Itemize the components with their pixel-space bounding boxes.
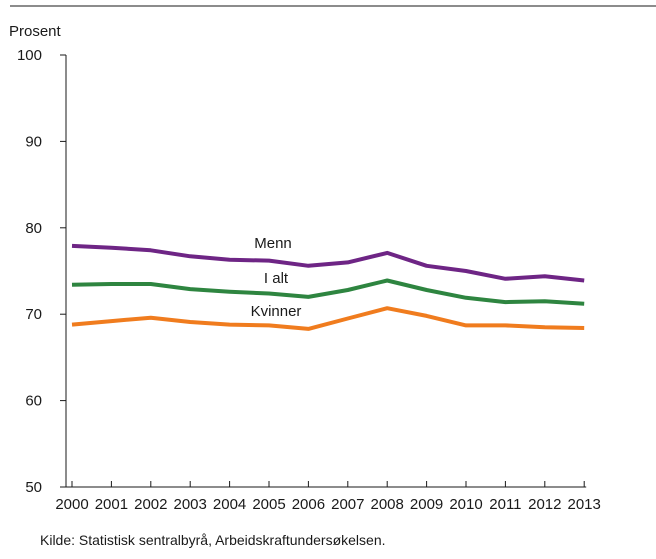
series-lines bbox=[71, 243, 585, 331]
y-tick-label: 90 bbox=[25, 133, 42, 150]
y-tick-label: 80 bbox=[25, 220, 42, 237]
x-tick-label: 2011 bbox=[489, 496, 521, 513]
x-tick-label: 2005 bbox=[252, 496, 285, 513]
x-tick-label: 2010 bbox=[449, 496, 482, 513]
x-tick-label: 2003 bbox=[174, 496, 207, 513]
series-label-kvinner: Kvinner bbox=[251, 303, 302, 320]
series-label-i-alt: I alt bbox=[264, 270, 289, 287]
y-axis-unit: Prosent bbox=[9, 23, 62, 40]
series-line-i-alt bbox=[71, 278, 585, 306]
x-tick-label: 2006 bbox=[292, 496, 325, 513]
series-line-kvinner bbox=[71, 306, 585, 331]
axes: 50 60 70 80 90 100 2000 2001 2002 2003 2004 2005 200… bbox=[17, 47, 601, 513]
y-tick-label: 70 bbox=[25, 306, 42, 323]
x-tick-label: 2007 bbox=[331, 496, 364, 513]
series-labels: Menn I alt Kvinner bbox=[251, 235, 302, 320]
y-tick-label: 60 bbox=[25, 393, 42, 410]
x-tick-label: 2013 bbox=[568, 496, 601, 513]
series-label-menn: Menn bbox=[254, 235, 292, 252]
x-tick-label: 2004 bbox=[213, 496, 246, 513]
source-note: Kilde: Statistisk sentralbyrå, Arbeidskr… bbox=[40, 532, 386, 548]
y-tick-label: 50 bbox=[25, 479, 42, 496]
x-tick-label: 2009 bbox=[410, 496, 443, 513]
y-tick-label: 100 bbox=[17, 47, 42, 64]
x-tick-label: 2000 bbox=[55, 496, 88, 513]
x-tick-label: 2008 bbox=[371, 496, 404, 513]
x-tick-label: 2012 bbox=[528, 496, 561, 513]
x-tick-label: 2001 bbox=[95, 496, 128, 513]
x-tick-label: 2002 bbox=[134, 496, 167, 513]
series-line-menn bbox=[71, 243, 585, 283]
